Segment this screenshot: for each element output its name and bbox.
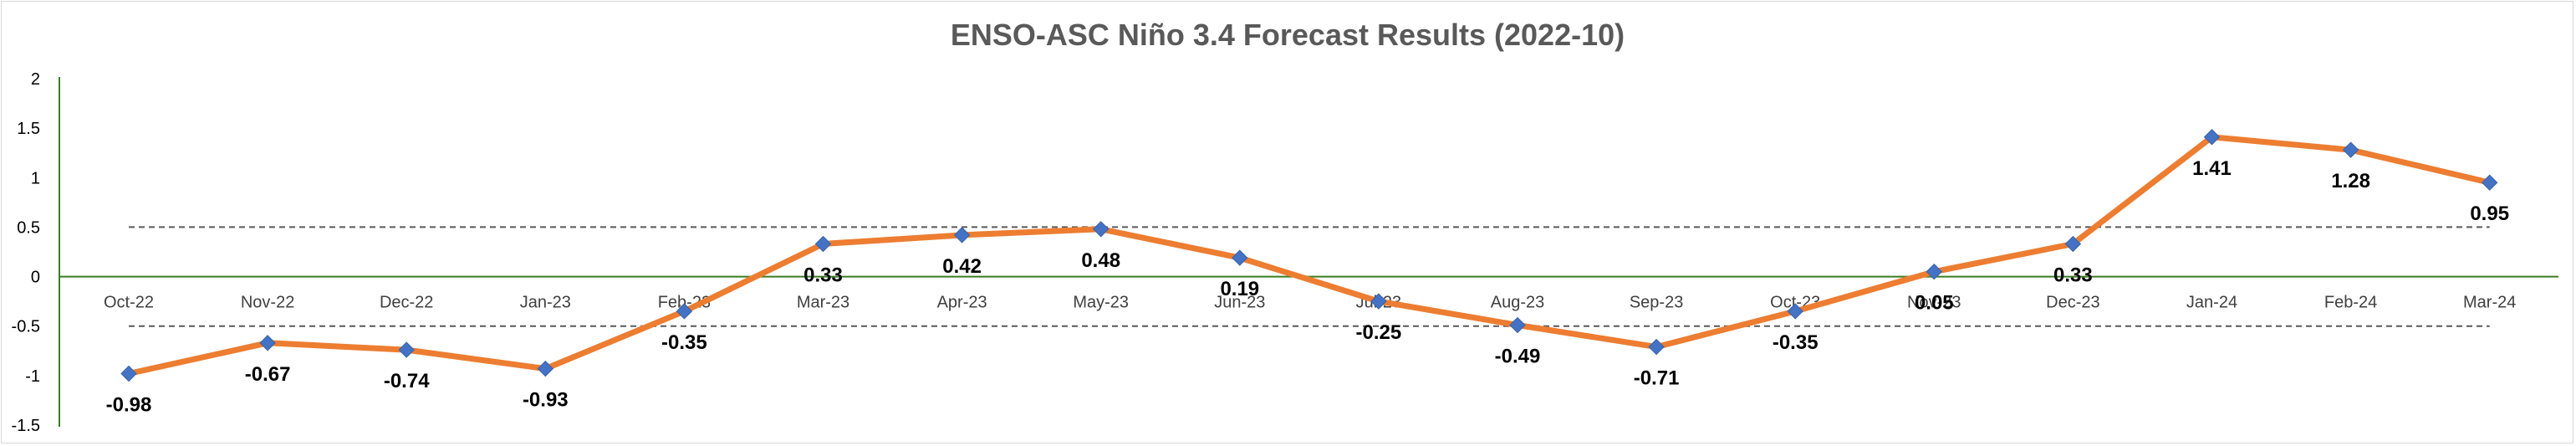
data-point-marker <box>2342 141 2359 158</box>
data-label: -0.93 <box>523 389 569 412</box>
data-labels: -0.98 -0.67 -0.74 -0.93 -0.35 0.33 0.42 0.48 0.1… <box>106 157 2509 417</box>
data-point-marker <box>120 365 137 382</box>
data-label: -0.25 <box>1356 321 1402 344</box>
data-label: -0.98 <box>106 393 152 416</box>
data-point-marker <box>676 303 693 320</box>
data-label: 0.48 <box>1081 249 1120 272</box>
y-tick-label: 1.5 <box>17 120 40 138</box>
axes <box>59 77 2558 427</box>
x-tick-label: May-23 <box>1073 294 1129 312</box>
series-line <box>125 134 2493 377</box>
data-point-marker <box>1092 221 1109 238</box>
data-point-marker <box>1509 316 1526 334</box>
data-label: 0.19 <box>1220 278 1259 300</box>
data-point-marker <box>953 227 971 244</box>
data-label: 1.28 <box>2331 170 2370 192</box>
data-point-marker <box>1370 293 1387 310</box>
data-point-marker <box>1926 263 1943 280</box>
data-label: -0.49 <box>1495 346 1541 368</box>
x-tick-label: Nov-23 <box>1907 294 1961 312</box>
x-tick-label: Jan-23 <box>520 294 571 312</box>
data-label: -0.35 <box>1773 331 1819 354</box>
data-label: 0.42 <box>942 255 982 278</box>
y-tick-label: 0 <box>31 269 40 287</box>
chart-title: ENSO-ASC Niño 3.4 Forecast Results (2022… <box>951 18 1625 52</box>
data-label: 0.05 <box>1915 292 1954 315</box>
data-point-marker <box>537 360 554 377</box>
series-line-group <box>125 134 2493 377</box>
data-label: -0.71 <box>1634 367 1680 390</box>
data-point-marker <box>814 235 832 253</box>
x-tick-label: Feb-24 <box>2324 294 2377 312</box>
y-tick-labels: 2 1.5 1 0.5 0 -0.5 -1 -1.5 <box>12 70 40 435</box>
x-tick-label: Sep-23 <box>1630 294 1684 312</box>
data-point-marker <box>398 341 415 358</box>
data-label: 1.41 <box>2192 157 2232 180</box>
data-point-marker <box>1648 338 1665 356</box>
data-point-marker <box>2064 235 2082 253</box>
x-tick-label: Nov-22 <box>241 294 294 312</box>
x-tick-label: Jan-24 <box>2186 294 2237 312</box>
x-tick-label: Mar-24 <box>2463 294 2516 312</box>
x-tick-label: Dec-22 <box>380 294 433 312</box>
x-tick-labels: Oct-22 Nov-22 Dec-22 Jan-23 Feb-23 Mar-23 Apr-… <box>104 294 2516 312</box>
y-tick-label: -0.5 <box>12 318 40 336</box>
x-tick-label: Apr-23 <box>937 294 987 312</box>
x-tick-label: Mar-23 <box>797 294 849 312</box>
data-label: 0.33 <box>2053 264 2093 287</box>
data-point-marker <box>1232 249 1248 266</box>
data-point-marker <box>2481 174 2498 191</box>
y-tick-label: -1 <box>25 367 40 386</box>
y-tick-label: 1 <box>31 169 40 187</box>
data-point-marker <box>1787 303 1803 320</box>
data-markers <box>120 129 2498 382</box>
y-tick-label: -1.5 <box>12 417 40 435</box>
data-label: -0.67 <box>245 363 291 386</box>
y-tick-label: 0.5 <box>17 218 40 237</box>
x-tick-label: Jun-23 <box>1214 294 1265 312</box>
data-point-marker <box>2203 129 2221 146</box>
data-label: 0.95 <box>2470 202 2509 225</box>
x-tick-label: Dec-23 <box>2046 294 2099 312</box>
data-label: -0.35 <box>661 331 707 354</box>
x-tick-label: Oct-22 <box>104 294 154 312</box>
data-label: 0.33 <box>803 264 843 287</box>
y-tick-label: 2 <box>31 70 40 89</box>
data-label: -0.74 <box>384 370 430 392</box>
x-tick-label: Aug-23 <box>1491 294 1545 312</box>
data-point-marker <box>259 335 276 351</box>
